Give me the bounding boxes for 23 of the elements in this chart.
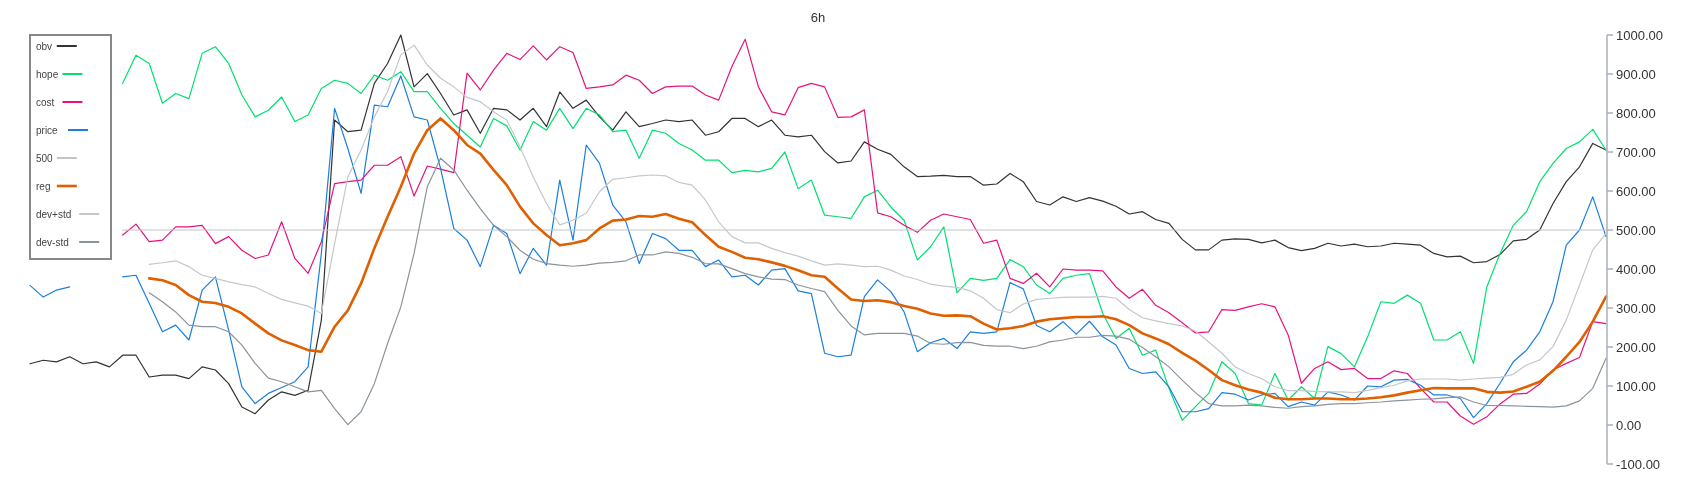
- legend-label: obv: [36, 40, 53, 52]
- legend-label: reg: [36, 180, 51, 192]
- legend-label: 500: [36, 152, 54, 164]
- legend-label: cost: [36, 96, 55, 108]
- y-tick-label: 1000.00: [1616, 27, 1663, 43]
- y-tick-label: 700.00: [1616, 144, 1656, 160]
- legend-label: price: [36, 124, 59, 136]
- legend-label: hope: [36, 68, 59, 80]
- legend-label: dev-std: [36, 236, 69, 248]
- y-tick-label: 400.00: [1616, 261, 1656, 277]
- y-tick-label: 900.00: [1616, 66, 1656, 82]
- y-tick-label: 200.00: [1616, 339, 1656, 355]
- y-tick-label: 300.00: [1616, 300, 1656, 316]
- y-tick-label: 600.00: [1616, 183, 1656, 199]
- line-series: [148, 157, 1607, 426]
- y-tick-label: 500.00: [1616, 222, 1656, 238]
- line-series: [147, 117, 1608, 401]
- chart-title: 6h: [810, 10, 826, 25]
- y-tick-label: 100.00: [1616, 378, 1656, 394]
- y-tick-label: 800.00: [1616, 105, 1656, 121]
- legend-label: dev+std: [36, 208, 72, 220]
- y-tick-label: 0.00: [1616, 417, 1642, 433]
- y-tick-label: -100.00: [1616, 456, 1661, 472]
